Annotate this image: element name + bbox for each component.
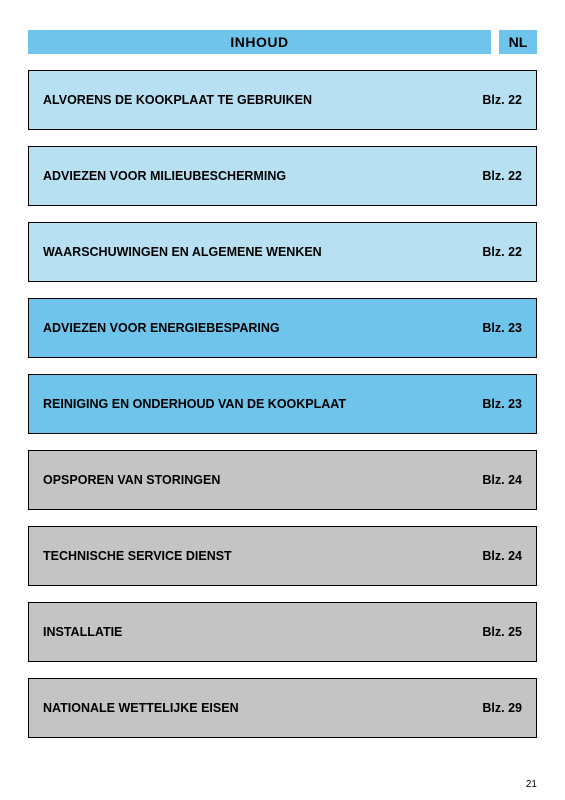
toc-item-title: INSTALLATIE	[43, 625, 122, 639]
toc-item-page: Blz. 25	[472, 625, 522, 639]
toc-item-page: Blz. 22	[472, 169, 522, 183]
toc-item-title: ALVORENS DE KOOKPLAAT TE GEBRUIKEN	[43, 93, 312, 107]
toc-item: INSTALLATIE Blz. 25	[28, 602, 537, 662]
toc-item: WAARSCHUWINGEN EN ALGEMENE WENKEN Blz. 22	[28, 222, 537, 282]
toc-item-title: ADVIEZEN VOOR ENERGIEBESPARING	[43, 321, 280, 335]
toc-list: ALVORENS DE KOOKPLAAT TE GEBRUIKEN Blz. 2…	[28, 70, 537, 738]
header-row: INHOUD NL	[28, 30, 537, 54]
toc-item-page: Blz. 24	[472, 473, 522, 487]
toc-item-page: Blz. 24	[472, 549, 522, 563]
toc-item: TECHNISCHE SERVICE DIENST Blz. 24	[28, 526, 537, 586]
toc-item: ADVIEZEN VOOR ENERGIEBESPARING Blz. 23	[28, 298, 537, 358]
page-container: INHOUD NL ALVORENS DE KOOKPLAAT TE GEBRU…	[0, 0, 565, 738]
toc-item-page: Blz. 22	[472, 93, 522, 107]
header-title: INHOUD	[28, 30, 491, 54]
toc-item: ADVIEZEN VOOR MILIEUBESCHERMING Blz. 22	[28, 146, 537, 206]
toc-item-page: Blz. 23	[472, 397, 522, 411]
toc-item-title: ADVIEZEN VOOR MILIEUBESCHERMING	[43, 169, 286, 183]
toc-item-title: WAARSCHUWINGEN EN ALGEMENE WENKEN	[43, 245, 322, 259]
toc-item: NATIONALE WETTELIJKE EISEN Blz. 29	[28, 678, 537, 738]
toc-item-page: Blz. 23	[472, 321, 522, 335]
toc-item-title: NATIONALE WETTELIJKE EISEN	[43, 701, 239, 715]
toc-item: ALVORENS DE KOOKPLAAT TE GEBRUIKEN Blz. 2…	[28, 70, 537, 130]
toc-item: OPSPOREN VAN STORINGEN Blz. 24	[28, 450, 537, 510]
toc-item-title: TECHNISCHE SERVICE DIENST	[43, 549, 232, 563]
toc-item-page: Blz. 29	[472, 701, 522, 715]
toc-item: REINIGING EN ONDERHOUD VAN DE KOOKPLAAT B…	[28, 374, 537, 434]
header-language-badge: NL	[499, 30, 537, 54]
page-number: 21	[526, 779, 537, 790]
toc-item-title: REINIGING EN ONDERHOUD VAN DE KOOKPLAAT	[43, 397, 346, 411]
toc-item-page: Blz. 22	[472, 245, 522, 259]
toc-item-title: OPSPOREN VAN STORINGEN	[43, 473, 220, 487]
